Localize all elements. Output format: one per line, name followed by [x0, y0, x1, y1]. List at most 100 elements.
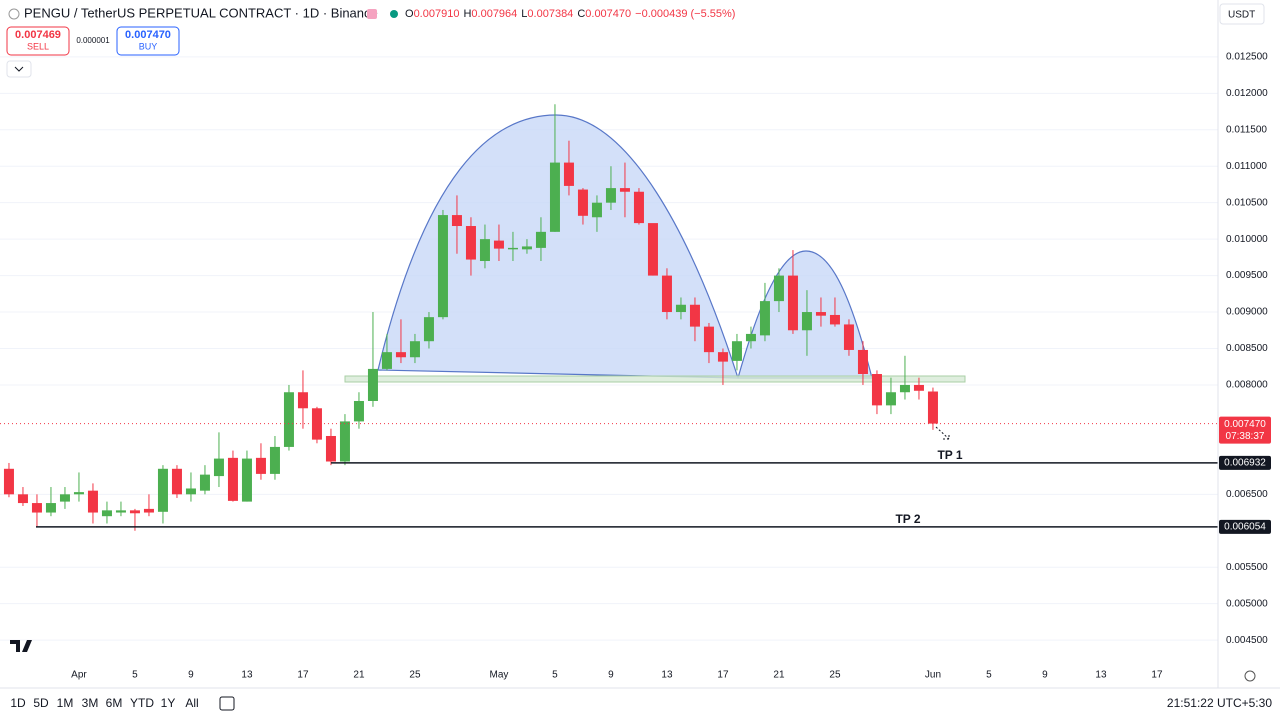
flag-icon[interactable] — [367, 9, 377, 19]
candle-body — [591, 202, 602, 218]
last-price-label: 0.007470 — [1224, 419, 1266, 430]
candle-body — [199, 474, 210, 491]
l-label: L — [521, 8, 527, 20]
countdown: 07:38:37 — [1226, 431, 1265, 442]
candle-body — [87, 490, 98, 513]
candle-body — [493, 240, 504, 249]
candle-body — [31, 503, 42, 513]
collapse-button[interactable] — [6, 60, 32, 78]
x-tick-label: 5 — [132, 670, 138, 681]
candle-body — [143, 508, 154, 513]
axes: 0.012500 0.012000 0.011500 0.011000 0.010500… — [71, 52, 1271, 681]
settings-icon[interactable] — [1244, 670, 1256, 682]
buy-button[interactable] — [116, 26, 180, 56]
x-tick-label: 25 — [409, 670, 421, 681]
candle-body — [227, 457, 238, 501]
x-tick-label: 5 — [552, 670, 558, 681]
candle-body — [885, 392, 896, 406]
candle-body — [115, 510, 126, 513]
range-button[interactable]: 1M — [57, 696, 74, 710]
candle-body — [437, 215, 448, 318]
clock: 21:51:22 UTC+5:30 — [1167, 696, 1272, 710]
buy-label: BUY — [139, 41, 158, 51]
candle-body — [801, 312, 812, 331]
target-name: TP 2 — [895, 512, 920, 526]
x-tick-label: 17 — [297, 670, 309, 681]
candle-body — [913, 384, 924, 391]
x-tick-label: 13 — [661, 670, 673, 681]
candle-body — [3, 468, 14, 495]
target-price-box — [1219, 455, 1271, 470]
candle-body — [787, 275, 798, 331]
x-tick-label: 13 — [241, 670, 253, 681]
candle-body — [647, 223, 658, 276]
currency: USDT — [1228, 10, 1255, 21]
candle-body — [717, 352, 728, 362]
range-button[interactable]: 5D — [33, 696, 49, 710]
candle-body — [73, 492, 84, 495]
candle-body — [899, 384, 910, 393]
candle-body — [157, 468, 168, 512]
x-tick-label: 17 — [717, 670, 729, 681]
candle-body — [129, 510, 140, 514]
range-button[interactable]: 6M — [106, 696, 123, 710]
candle-body — [17, 494, 28, 504]
x-tick-label: Apr — [71, 670, 87, 681]
candle-body — [549, 162, 560, 232]
x-tick-label: 9 — [188, 670, 194, 681]
candle-body — [675, 304, 686, 313]
o-value: 0.007910 — [414, 8, 460, 20]
candle-body — [185, 488, 196, 495]
logo — [10, 640, 32, 652]
candle-body — [815, 312, 826, 316]
arrow — [935, 426, 950, 440]
x-tick-label: 17 — [1151, 670, 1163, 681]
head-arc — [377, 114, 739, 379]
candle-body — [451, 215, 462, 227]
range-button[interactable]: All — [185, 696, 198, 710]
sell-button[interactable] — [6, 26, 70, 56]
candle-body — [759, 301, 770, 336]
candle-body — [283, 392, 294, 447]
sell-label: SELL — [27, 41, 49, 51]
calendar-icon[interactable] — [219, 696, 235, 711]
target-price-box — [1219, 519, 1271, 534]
symbol-icon — [8, 8, 20, 20]
ohlc: O0.007910 H0.007964 L0.007384 C0.007470 −0.0… — [405, 8, 735, 20]
candle-body — [297, 392, 308, 409]
candle-body — [213, 458, 224, 477]
x-tick-label: Jun — [925, 670, 941, 681]
range-button[interactable]: 1D — [10, 696, 26, 710]
h-value: 0.007964 — [471, 8, 517, 20]
x-tick-label: 9 — [1042, 670, 1048, 681]
status-dot — [390, 10, 398, 18]
y-tick-label: 0.006500 — [1226, 489, 1268, 500]
candle-body — [465, 226, 476, 260]
x-tick-label: 21 — [353, 670, 365, 681]
candle-body — [689, 304, 700, 327]
y-tick-label: 0.011000 — [1226, 161, 1267, 172]
target-price: 0.006054 — [1224, 521, 1266, 532]
candle-body — [535, 231, 546, 248]
c-label: C — [577, 8, 585, 20]
candle-body — [829, 314, 840, 325]
range-button[interactable]: 1Y — [161, 696, 176, 710]
candle-body — [871, 374, 882, 406]
target-price: 0.006932 — [1224, 457, 1266, 468]
candle-body — [661, 275, 672, 313]
candle-body — [353, 400, 364, 422]
x-tick-label: 21 — [773, 670, 785, 681]
neckline — [344, 375, 966, 383]
y-tick-label: 0.005000 — [1226, 598, 1268, 609]
candle-body — [381, 352, 392, 369]
y-tick-label: 0.009500 — [1226, 270, 1268, 281]
currency-button[interactable] — [1219, 3, 1265, 25]
candle-body — [507, 247, 518, 250]
c-value: 0.007470 — [585, 8, 631, 20]
range-button[interactable]: YTD — [130, 696, 154, 710]
candle-body — [325, 435, 336, 462]
sell-price: 0.007469 — [15, 29, 61, 41]
y-tick-label: 0.009000 — [1226, 307, 1268, 318]
range-button[interactable]: 3M — [82, 696, 99, 710]
candle-body — [423, 317, 434, 342]
